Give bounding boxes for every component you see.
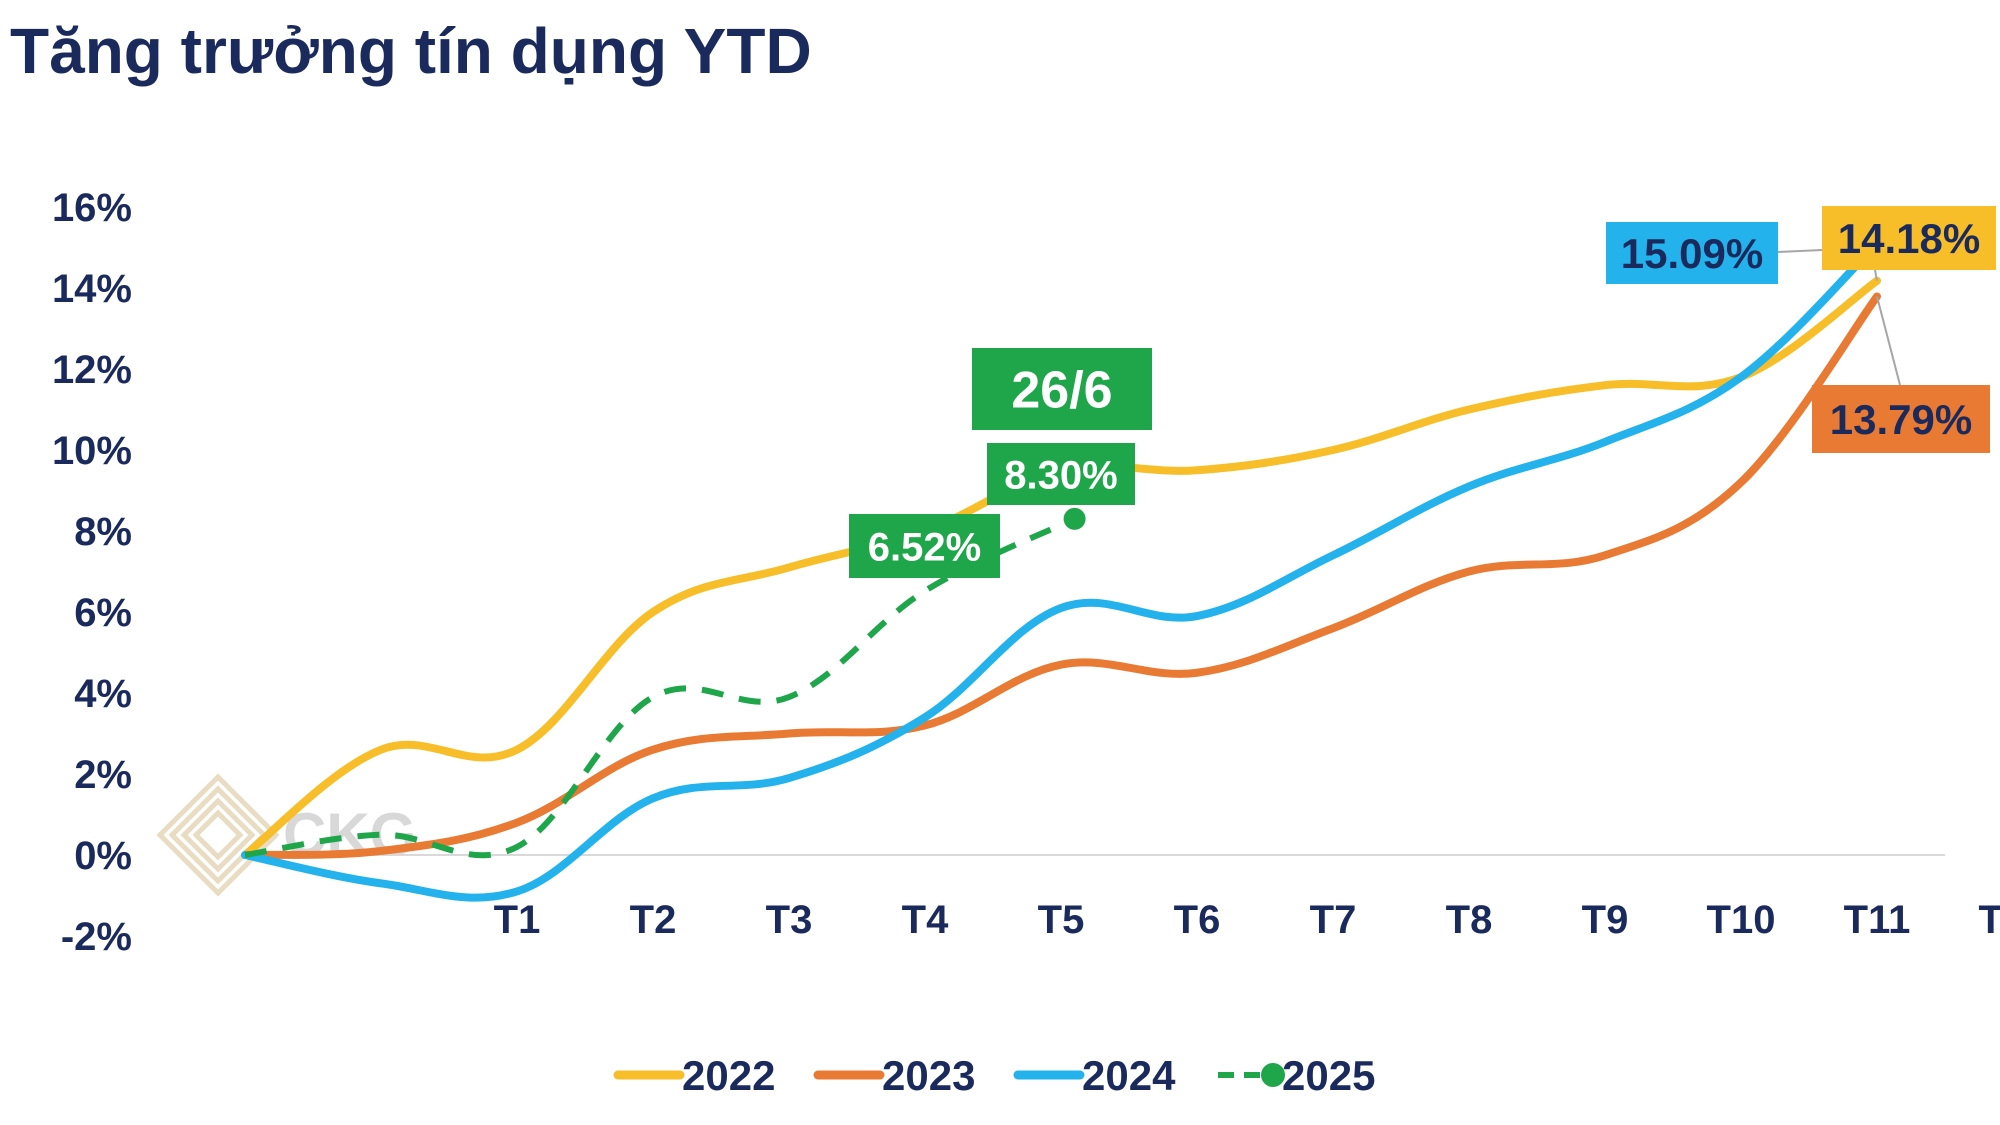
- callout-2022-end: 14.18%: [1822, 206, 1996, 270]
- x-tick-label: T9: [1582, 898, 1629, 942]
- x-tick-label: T5: [1038, 898, 1085, 942]
- callout-2024-end-box: [1606, 222, 1778, 284]
- leader-line-14-18: [1874, 269, 1878, 281]
- x-axis: T1 T2 T3 T4 T5 T6 T7 T8 T9 T10 T11 T12: [494, 898, 2000, 942]
- legend-item-2024: 2024: [1013, 1052, 1176, 1099]
- y-tick-label: 2%: [74, 753, 132, 797]
- legend-label-2024: 2024: [1082, 1052, 1176, 1099]
- callout-2023-end: 13.79%: [1812, 385, 1990, 453]
- y-tick-label: 0%: [74, 834, 132, 878]
- callout-date-26-6-box: [972, 348, 1152, 430]
- data-callouts: 15.09% 14.18% 13.79% 26/6 8.30% 6.52%: [849, 206, 1996, 578]
- x-tick-label: T6: [1174, 898, 1221, 942]
- y-tick-label: 10%: [52, 429, 132, 473]
- y-tick-label: 6%: [74, 591, 132, 635]
- legend-item-2023: 2023: [813, 1052, 975, 1099]
- callout-2025-t5-box: [849, 514, 1000, 578]
- callout-2025-latest: 8.30%: [987, 443, 1135, 505]
- y-tick-label: 14%: [52, 267, 132, 311]
- x-tick-label: T11: [1844, 898, 1911, 942]
- callout-date-26-6-label: 26/6: [1011, 362, 1112, 420]
- y-tick-label: 8%: [74, 510, 132, 554]
- legend-label-2025: 2025: [1282, 1052, 1375, 1099]
- x-tick-label: T12: [1979, 898, 2000, 942]
- watermark-diamond: [168, 785, 268, 885]
- legend-label-2022: 2022: [682, 1052, 775, 1099]
- y-tick-label: 4%: [74, 672, 132, 716]
- callout-2022-end-box: [1822, 206, 1996, 270]
- legend-item-2025: 2025: [1218, 1052, 1375, 1099]
- x-tick-label: T10: [1707, 898, 1776, 942]
- series-line-2023: [241, 292, 1881, 859]
- callout-2025-t5: 6.52%: [849, 514, 1000, 578]
- x-tick-label: T3: [766, 898, 813, 942]
- legend: 2022 2023 2024 2025: [613, 1052, 1375, 1099]
- series-endpoint-2025: [1063, 507, 1086, 530]
- x-tick-label: T1: [494, 898, 541, 942]
- callout-2024-end: 15.09%: [1606, 222, 1778, 284]
- legend-label-2023: 2023: [882, 1052, 975, 1099]
- x-tick-label: T4: [902, 898, 949, 942]
- x-tick-label: T2: [630, 898, 677, 942]
- callout-2025-latest-box: [987, 443, 1135, 505]
- x-tick-label: T8: [1446, 898, 1493, 942]
- callout-2025-t5-label: 6.52%: [868, 525, 981, 569]
- legend-marker-2025: [1261, 1063, 1285, 1087]
- y-tick-label: 16%: [52, 186, 132, 230]
- watermark-diamond: [192, 809, 244, 861]
- series-lines: [241, 239, 1881, 902]
- legend-item-2022: 2022: [613, 1052, 775, 1099]
- callout-2025-latest-label: 8.30%: [1004, 453, 1117, 497]
- leader-line-15-09: [1777, 249, 1823, 253]
- x-tick-label: T7: [1310, 898, 1357, 942]
- series-line-2024: [241, 239, 1881, 902]
- y-tick-label: -2%: [61, 915, 132, 959]
- callout-2022-end-label: 14.18%: [1838, 215, 1980, 262]
- leader-line-13-79: [1876, 296, 1901, 386]
- watermark-diamond: [156, 773, 280, 897]
- watermark-diamond: [180, 797, 256, 873]
- callout-2023-end-box: [1812, 385, 1990, 453]
- y-tick-label: 12%: [52, 348, 132, 392]
- callout-2024-end-label: 15.09%: [1621, 230, 1763, 277]
- y-axis: 16% 14% 12% 10% 8% 6% 4% 2% 0% -2%: [52, 186, 132, 959]
- callout-2023-end-label: 13.79%: [1830, 396, 1972, 443]
- callout-date-26-6: 26/6: [972, 348, 1152, 430]
- chart-title: Tăng trưởng tín dụng YTD: [10, 15, 812, 87]
